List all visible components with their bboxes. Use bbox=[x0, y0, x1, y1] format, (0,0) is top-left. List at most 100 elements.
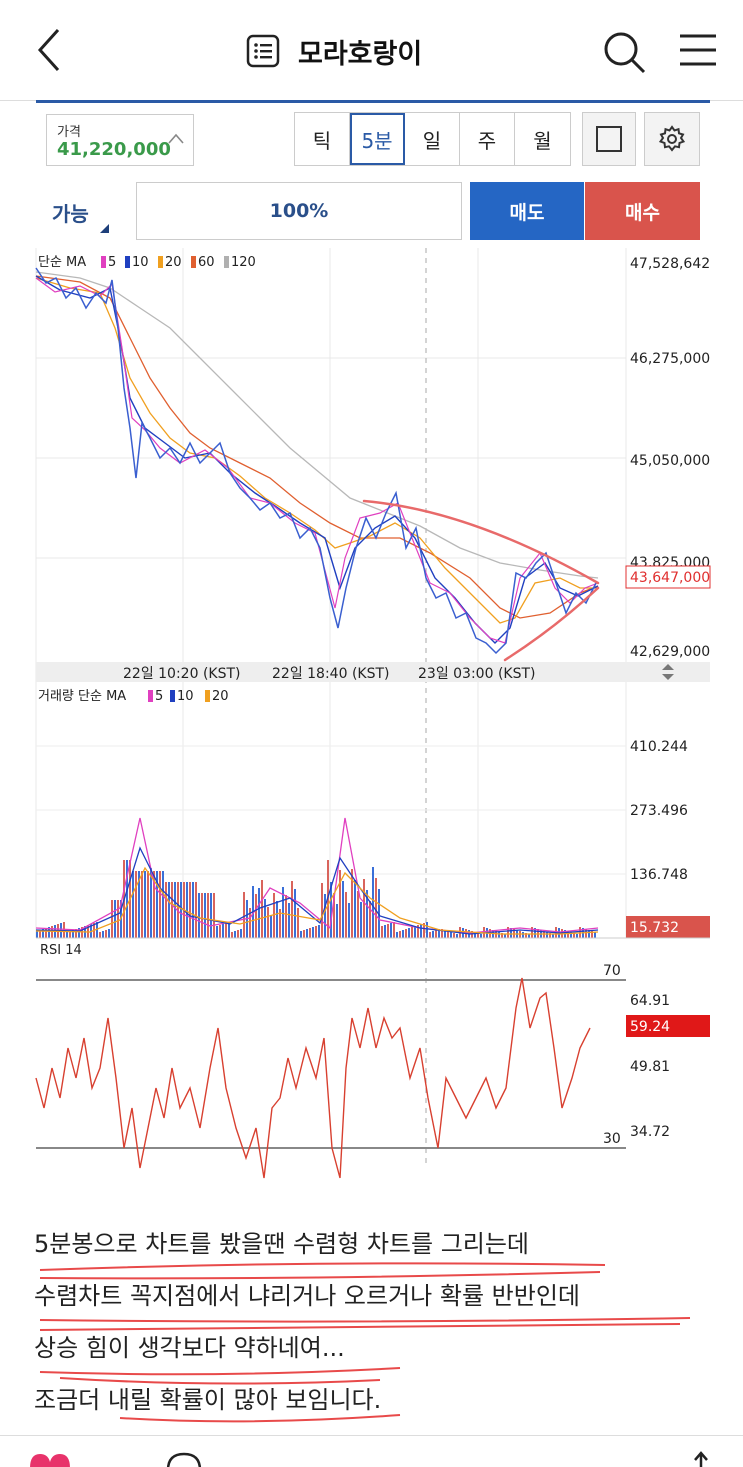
volume-bar bbox=[321, 883, 323, 938]
vol-ma-10-label: 10 bbox=[177, 689, 194, 704]
pane-resize-icon[interactable] bbox=[662, 664, 674, 680]
volume-bar bbox=[507, 927, 509, 938]
price-pane-bg bbox=[36, 248, 710, 662]
volume-bar bbox=[273, 893, 275, 938]
volume-bar bbox=[186, 882, 188, 938]
post-line-2: 수렴차트 꼭지점에서 냐리거나 오르거나 확률 반반인데 bbox=[34, 1282, 580, 1310]
volume-bar bbox=[270, 915, 272, 938]
back-arrow-icon[interactable] bbox=[30, 26, 70, 74]
volume-bar bbox=[552, 934, 554, 938]
volume-bar bbox=[570, 932, 572, 938]
volume-bar bbox=[126, 860, 128, 938]
vol-ma-20-line bbox=[35, 866, 599, 935]
ma-20-label: 20 bbox=[165, 255, 182, 270]
post-body: 5분봉으로 차트를 봤을땐 수렴형 차트를 그리는데 수렴차트 꼭지점에서 냐리… bbox=[34, 1224, 714, 1432]
price-field[interactable]: 가격 41,220,000 bbox=[46, 114, 194, 166]
tab-week[interactable]: 주 bbox=[460, 113, 515, 165]
gear-icon bbox=[658, 125, 686, 152]
price-trace bbox=[35, 267, 597, 655]
volume-bar bbox=[141, 871, 143, 938]
volume-bar bbox=[423, 923, 425, 938]
volume-bar bbox=[525, 933, 527, 938]
volume-bar bbox=[204, 893, 206, 938]
volume-bar bbox=[312, 927, 314, 938]
app-header: 모라호랑이 bbox=[0, 0, 743, 100]
volume-bar bbox=[384, 925, 386, 938]
tab-5min[interactable]: 5분 bbox=[350, 113, 405, 165]
volume-bar bbox=[435, 930, 437, 938]
volume-bar bbox=[255, 894, 257, 938]
volume-bar bbox=[408, 928, 410, 938]
tab-tick[interactable]: 틱 bbox=[295, 113, 350, 165]
volume-bar bbox=[441, 929, 443, 938]
current-rsi-tag bbox=[626, 1015, 710, 1037]
rsi-line bbox=[35, 977, 591, 1179]
volume-bar bbox=[174, 882, 176, 938]
volume-bar bbox=[387, 924, 389, 938]
dropdown-corner-icon bbox=[100, 224, 109, 233]
volume-bar bbox=[168, 882, 170, 938]
ma-120-line bbox=[35, 271, 599, 579]
volume-bar bbox=[420, 924, 422, 938]
volume-bar bbox=[318, 925, 320, 938]
volume-bar bbox=[453, 933, 455, 938]
hamburger-menu-icon[interactable] bbox=[676, 30, 720, 70]
chevron-up-icon[interactable] bbox=[167, 131, 185, 145]
volume-bar bbox=[372, 867, 374, 938]
volume-bar bbox=[258, 888, 260, 938]
volume-bar bbox=[156, 871, 158, 938]
triangle-annotation bbox=[362, 499, 600, 662]
list-icon[interactable] bbox=[246, 34, 280, 68]
volume-bar bbox=[195, 882, 197, 938]
volume-bar bbox=[402, 930, 404, 938]
volume-bar bbox=[354, 880, 356, 938]
volume-bar bbox=[477, 933, 479, 938]
sell-button[interactable]: 매도 bbox=[470, 182, 584, 240]
volume-bar bbox=[495, 931, 497, 938]
available-label[interactable]: 가능 bbox=[52, 202, 89, 226]
volume-bar bbox=[573, 933, 575, 938]
price-legend: 단순 MA 5 10 20 60 120 bbox=[38, 255, 256, 270]
volume-bar bbox=[282, 887, 284, 938]
tab-month[interactable]: 월 bbox=[533, 128, 552, 153]
volume-bar bbox=[456, 934, 458, 938]
volume-bar bbox=[102, 931, 104, 938]
volume-bar bbox=[594, 932, 596, 938]
volume-bar bbox=[222, 924, 224, 938]
tab-day[interactable]: 일 bbox=[405, 113, 460, 165]
time-tick-1: 22일 10:20 (KST) bbox=[123, 666, 240, 682]
volume-bar bbox=[288, 903, 290, 938]
rsi-tick-3: 34.72 bbox=[630, 1124, 670, 1140]
volume-bar bbox=[396, 932, 398, 938]
volume-bar bbox=[243, 892, 245, 938]
volume-bar bbox=[144, 871, 146, 938]
ma-60-label: 60 bbox=[198, 255, 215, 270]
post-line-4: 조금더 내릴 확률이 많아 보임니다. bbox=[34, 1386, 382, 1414]
chart-svg[interactable]: 단순 MA 5 10 20 60 120 47,528,642 46, bbox=[0, 248, 743, 1188]
volume-bar bbox=[198, 893, 200, 938]
current-rsi-label: 59.24 bbox=[630, 1019, 670, 1035]
volume-bar bbox=[447, 931, 449, 938]
volume-bar bbox=[249, 908, 251, 938]
price-tick-5: 42,629,000 bbox=[630, 644, 710, 660]
volume-bar bbox=[285, 895, 287, 938]
heart-icon[interactable] bbox=[28, 1452, 72, 1467]
percent-field[interactable]: 100% bbox=[136, 182, 462, 240]
vol-ma-5-label: 5 bbox=[155, 689, 163, 704]
volume-bar bbox=[348, 903, 350, 938]
share-icon[interactable] bbox=[690, 1450, 712, 1467]
volume-bar bbox=[333, 893, 335, 938]
buy-button[interactable]: 매수 bbox=[585, 182, 700, 240]
volume-bar bbox=[237, 930, 239, 938]
settings-button[interactable] bbox=[644, 112, 700, 166]
volume-bar bbox=[42, 929, 44, 938]
comment-icon[interactable] bbox=[164, 1450, 204, 1467]
volume-bar bbox=[66, 932, 68, 938]
chart-panel[interactable]: 단순 MA 5 10 20 60 120 47,528,642 46, bbox=[0, 248, 743, 1188]
vol-ma-10-line bbox=[35, 846, 599, 935]
volume-bar bbox=[78, 928, 80, 938]
fullscreen-button[interactable] bbox=[582, 112, 636, 166]
vol-tick-1: 410.244 bbox=[630, 739, 688, 755]
volume-bar bbox=[279, 909, 281, 938]
search-icon[interactable] bbox=[600, 28, 648, 76]
